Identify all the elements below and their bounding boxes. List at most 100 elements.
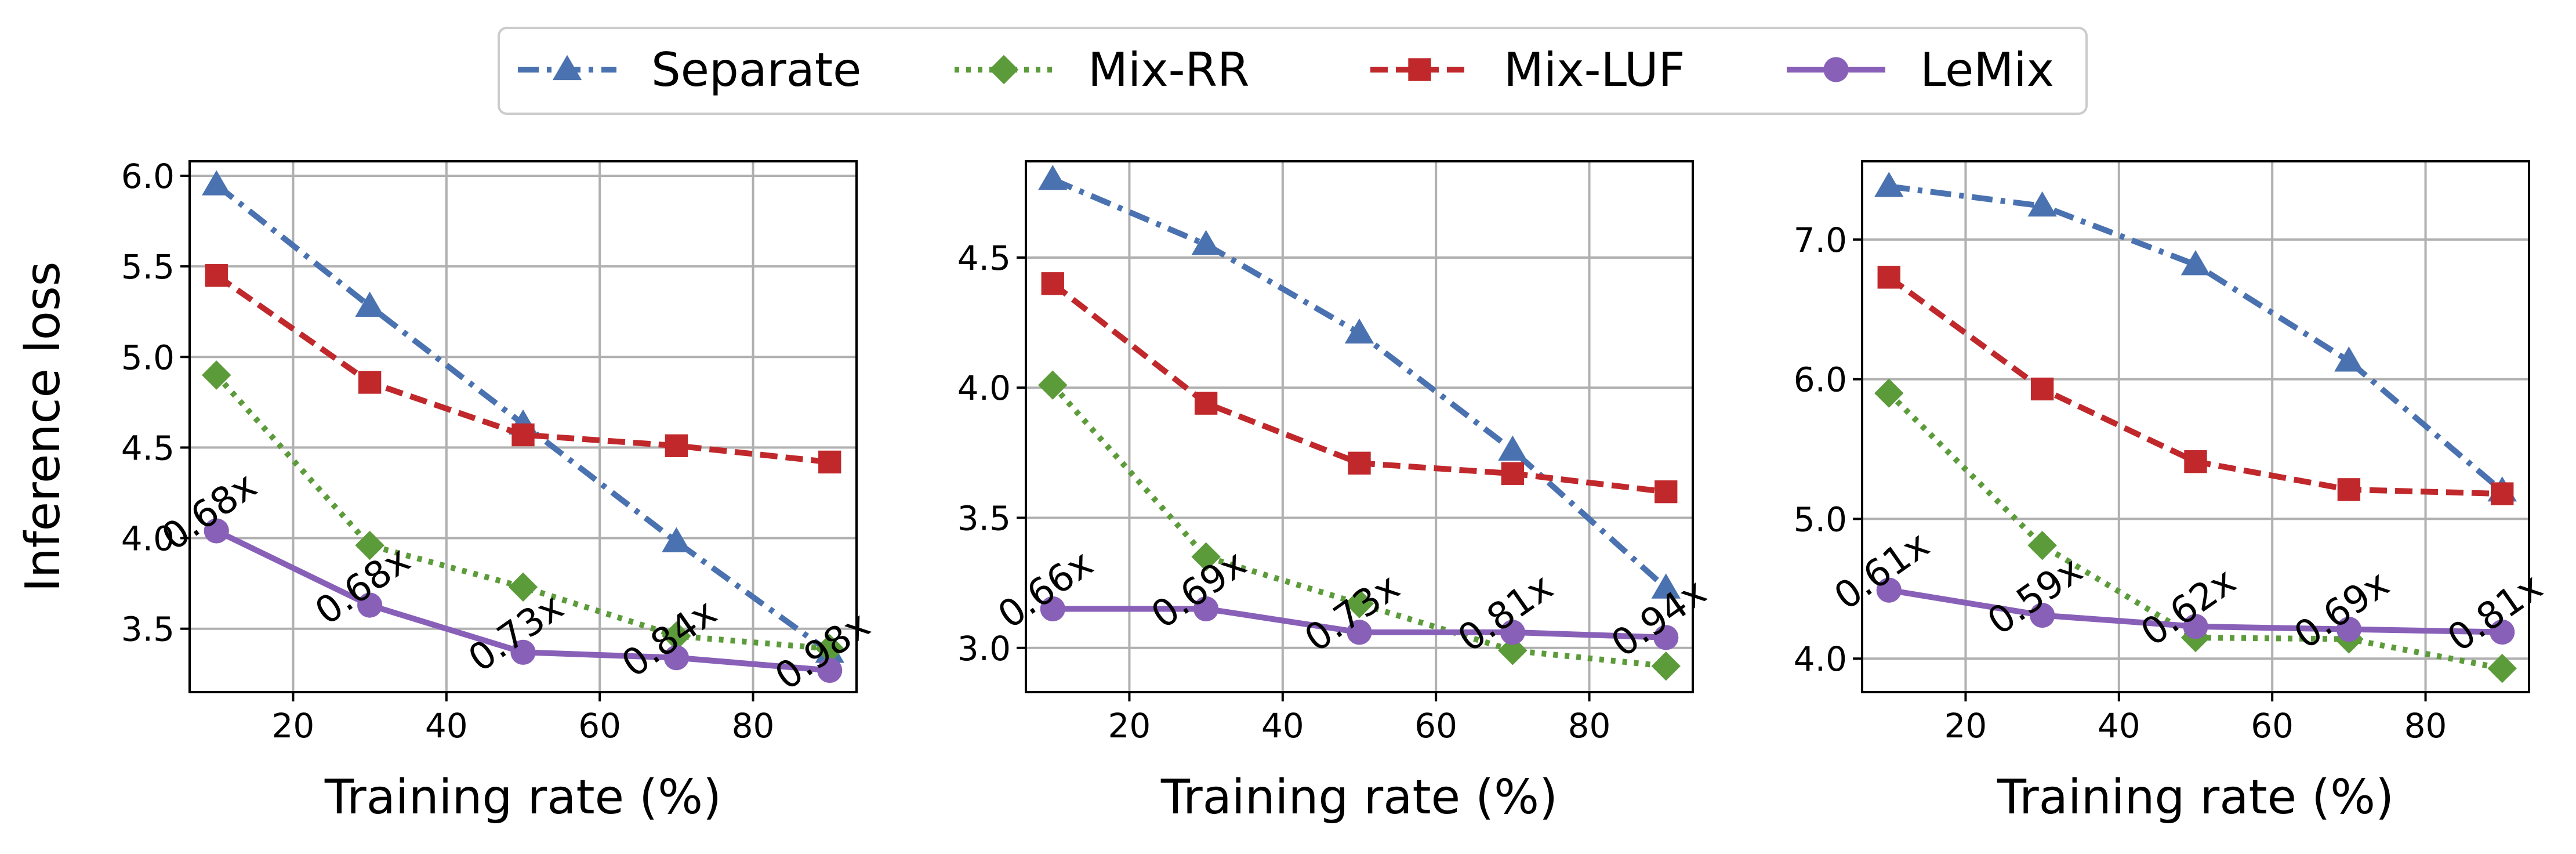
data-point-lemix <box>510 639 536 665</box>
x-tick-label: 40 <box>2098 706 2140 746</box>
y-tick-label: 5.5 <box>121 247 175 287</box>
series-mixluf <box>1041 272 1678 504</box>
series-mixrr <box>1038 370 1681 681</box>
data-point-mixrr <box>202 360 231 390</box>
speedup-annotation: 0.81x <box>2440 565 2550 660</box>
series-line-separate <box>1051 176 1668 591</box>
data-point-mixluf <box>205 264 228 287</box>
series-line-separate <box>1888 183 2504 494</box>
y-tick-label: 4.0 <box>957 368 1011 408</box>
x-axis-label: Training rate (%) <box>324 770 721 825</box>
data-point-separate <box>1498 435 1528 461</box>
x-tick-label: 80 <box>732 706 775 746</box>
data-point-lemix <box>1040 596 1065 622</box>
data-point-mixrr <box>2487 653 2517 683</box>
data-point-mixluf <box>2491 482 2514 505</box>
legend-label: LeMix <box>1920 43 2054 97</box>
x-tick-label: 20 <box>1944 706 1987 746</box>
y-tick-label: 6.0 <box>1794 360 1847 400</box>
data-point-separate <box>1344 318 1374 344</box>
legend-entry-mixluf: Mix-LUF <box>1370 43 1685 97</box>
data-point-lemix <box>663 645 689 671</box>
data-point-lemix <box>2030 602 2055 628</box>
data-point-lemix <box>357 592 383 618</box>
x-tick-label: 20 <box>272 706 315 746</box>
speedup-annotation: 0.73x <box>461 585 571 681</box>
data-point-mixluf <box>511 423 535 447</box>
y-tick-label: 3.0 <box>957 629 1011 668</box>
data-point-mixluf <box>1501 462 1525 485</box>
data-point-mixrr <box>2027 530 2057 560</box>
data-point-mixluf <box>1655 480 1678 504</box>
legend-label: Separate <box>651 43 861 97</box>
data-point-mixrr <box>1191 542 1221 571</box>
series-lemix <box>204 518 843 683</box>
series-lemix <box>1040 596 1679 650</box>
legend-label: Mix-LUF <box>1504 43 1685 97</box>
data-point-separate <box>1191 230 1221 255</box>
x-tick-label: 80 <box>2404 706 2447 746</box>
data-point-mixluf <box>2337 478 2361 501</box>
y-tick-label: 6.0 <box>121 157 175 196</box>
data-point-lemix <box>1500 620 1525 645</box>
series-mixluf <box>205 264 841 474</box>
x-tick-label: 60 <box>1414 706 1457 746</box>
data-point-separate <box>355 291 384 317</box>
data-point-separate <box>662 527 691 552</box>
legend-marker <box>989 55 1019 85</box>
data-point-mixrr <box>1651 651 1681 681</box>
y-tick-label: 4.0 <box>1794 639 1847 679</box>
data-point-separate <box>2027 191 2057 217</box>
data-point-lemix <box>817 657 843 683</box>
x-tick-label: 80 <box>1568 706 1611 746</box>
legend-entry-lemix: LeMix <box>1787 43 2054 97</box>
data-point-mixluf <box>665 434 688 457</box>
series-lemix <box>1876 577 2515 645</box>
y-tick-label: 7.0 <box>1794 220 1847 260</box>
y-axis-label: Inference loss <box>16 262 71 592</box>
data-point-mixluf <box>1877 266 1900 289</box>
data-point-mixrr <box>508 572 538 602</box>
data-point-lemix <box>2183 614 2208 639</box>
data-point-separate <box>1874 172 1904 197</box>
data-point-separate <box>1038 165 1068 190</box>
x-axis-label: Training rate (%) <box>1997 770 2394 825</box>
x-tick-label: 40 <box>1261 706 1304 746</box>
data-point-mixluf <box>2030 377 2054 401</box>
x-tick-label: 40 <box>425 706 468 746</box>
x-axis-label: Training rate (%) <box>1160 770 1558 825</box>
speedup-annotation: 0.59x <box>1980 548 2090 643</box>
data-point-lemix <box>2490 619 2515 645</box>
legend-marker <box>552 55 582 81</box>
series-separate <box>1038 165 1681 599</box>
data-point-lemix <box>2336 617 2361 642</box>
data-point-mixrr <box>1344 589 1374 618</box>
speedup-annotation: 0.66x <box>991 542 1101 637</box>
y-tick-label: 5.0 <box>1794 500 1847 539</box>
y-tick-label: 3.5 <box>121 610 175 649</box>
data-point-separate <box>2334 346 2364 372</box>
data-point-lemix <box>1876 577 1902 603</box>
legend: Separate Mix-RR Mix-LUF LeMix <box>498 27 2088 115</box>
data-point-mixrr <box>662 621 691 651</box>
data-point-mixrr <box>355 530 384 560</box>
data-point-mixluf <box>2184 450 2207 473</box>
data-point-mixluf <box>358 371 382 394</box>
data-point-lemix <box>1347 620 1372 645</box>
data-point-mixrr <box>1498 636 1528 665</box>
x-tick-label: 20 <box>1108 706 1151 746</box>
plot-frame <box>1025 160 1694 693</box>
data-point-lemix <box>204 518 229 544</box>
plot-frame <box>1861 160 2530 693</box>
legend-marker <box>1408 58 1431 81</box>
data-point-lemix <box>1653 625 1679 650</box>
legend-entry-mixrr: Mix-RR <box>955 43 1250 97</box>
speedup-annotation: 0.94x <box>1604 571 1714 666</box>
data-point-lemix <box>1193 596 1219 622</box>
legend-label: Mix-RR <box>1088 43 1250 97</box>
chart-panel-2: 20 40 60 803.03.54.04.50.66x 0.69x 0.73x 0.81x… <box>957 160 1714 825</box>
legend-entry-separate: Separate <box>518 43 861 97</box>
